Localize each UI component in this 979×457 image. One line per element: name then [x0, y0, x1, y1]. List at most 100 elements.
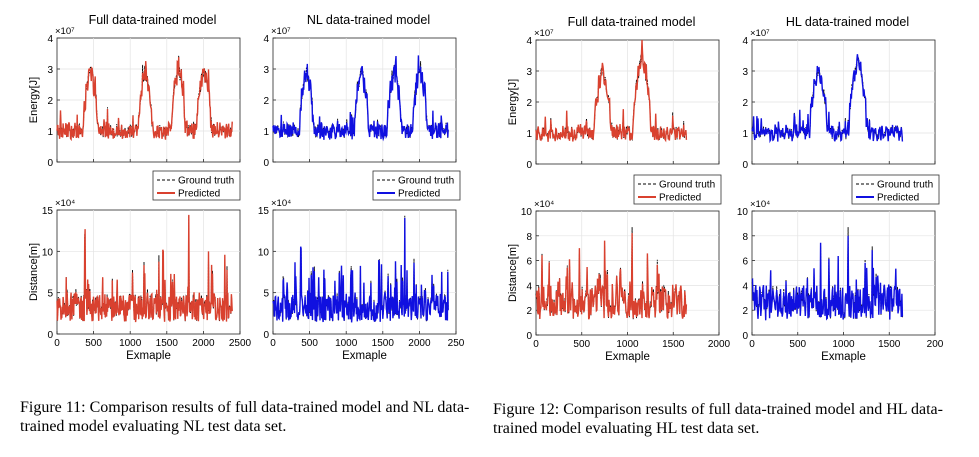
- x-tick-label: 500: [301, 338, 318, 349]
- series-predicted-line: [535, 233, 688, 320]
- y-axis-label: Distance[m]: [28, 243, 40, 301]
- x-tick-label: 500: [789, 339, 806, 350]
- x-axis-label: Exmaple: [126, 350, 171, 362]
- legend-box: [152, 170, 241, 201]
- y-tick-label: 3: [263, 65, 269, 76]
- chart-panel-f12-dist-full: 0 2 4 6 8 10×10⁴ 0 500 1000 1500 2000 Distance[m] Ex…: [507, 199, 731, 363]
- axis-multiplier: ×10⁷: [55, 26, 75, 37]
- series-predicted-line: [56, 57, 233, 142]
- x-tick-label: 200: [927, 339, 944, 350]
- chart-panel-f12-energy-full: 0 1 2 3 4×10⁷ Full data-trained model Energy[J…: [507, 15, 720, 171]
- x-axis-label: Exmaple: [342, 350, 387, 362]
- legend-box: [372, 170, 461, 201]
- axis-multiplier: ×10⁷: [750, 28, 770, 39]
- y-tick-label: 15: [258, 206, 270, 217]
- x-tick-label: 1500: [372, 338, 395, 349]
- x-tick-label: 1500: [662, 339, 685, 350]
- chart-panel-f12-energy-hl: 0 1 2 3 4×10⁷ HL data-trained model: [742, 15, 936, 171]
- legend-box: [851, 174, 940, 205]
- series-predicted-line: [751, 54, 904, 144]
- y-tick-label: 3: [526, 67, 532, 78]
- y-tick-label: 3: [742, 67, 748, 78]
- chart-panel-f11-dist-nl: 0 5 10 15×10⁴ 0 500 1000 1500 2000 250 Exmaple: [258, 198, 465, 362]
- figure-12-caption: Figure 12: Comparison results of full da…: [493, 401, 943, 437]
- legend: Ground truth Predicted: [633, 174, 722, 205]
- x-tick-label: 500: [573, 339, 590, 350]
- y-tick-label: 10: [42, 247, 54, 258]
- chart-panel-f12-dist-hl: 0 2 4 6 8 10×10⁴ 0 500 1000 1500 200 Exmaple: [737, 199, 944, 363]
- x-tick-label: 1500: [156, 338, 179, 349]
- legend-label-predicted: Predicted: [398, 189, 440, 200]
- y-tick-label: 4: [47, 34, 53, 45]
- y-tick-label: 2: [742, 98, 748, 109]
- y-tick-label: 15: [42, 206, 54, 217]
- x-tick-label: 0: [749, 339, 755, 350]
- y-tick-label: 4: [263, 34, 269, 45]
- y-tick-label: 8: [742, 232, 748, 243]
- x-tick-label: 0: [533, 339, 539, 350]
- y-tick-label: 5: [263, 289, 269, 300]
- y-tick-label: 8: [526, 232, 532, 243]
- y-tick-label: 10: [737, 207, 749, 218]
- y-tick-label: 1: [526, 129, 532, 140]
- legend-label-ground-truth: Ground truth: [398, 176, 454, 187]
- y-tick-label: 6: [526, 257, 532, 268]
- y-tick-label: 2: [742, 306, 748, 317]
- chart-panel-f11-energy-nl: 0 1 2 3 4×10⁷ NL data-trained model: [263, 13, 457, 169]
- x-tick-label: 0: [54, 338, 60, 349]
- y-tick-label: 0: [526, 160, 532, 171]
- axis-multiplier: ×10⁴: [55, 198, 75, 209]
- x-tick-label: 2000: [192, 338, 215, 349]
- x-axis-label: Exmaple: [821, 351, 866, 363]
- series-predicted-line: [751, 235, 904, 321]
- y-tick-label: 4: [742, 36, 748, 47]
- legend-label-predicted: Predicted: [178, 189, 220, 200]
- legend: Ground truth Predicted: [152, 170, 241, 201]
- axis-multiplier: ×10⁷: [271, 26, 291, 37]
- legend-label-ground-truth: Ground truth: [659, 180, 715, 191]
- x-tick-label: 1500: [878, 339, 901, 350]
- x-tick-label: 2000: [408, 338, 431, 349]
- x-tick-label: 1000: [119, 338, 142, 349]
- y-axis-label: Distance[m]: [507, 244, 519, 302]
- x-tick-label: 250: [448, 338, 465, 349]
- y-tick-label: 6: [742, 257, 748, 268]
- x-tick-label: 1000: [616, 339, 639, 350]
- y-axis-label: Energy[J]: [28, 77, 40, 123]
- y-tick-label: 0: [263, 330, 269, 341]
- panel-title: NL data-trained model: [307, 13, 430, 27]
- y-tick-label: 3: [47, 65, 53, 76]
- y-tick-label: 10: [521, 207, 533, 218]
- y-tick-label: 4: [742, 281, 748, 292]
- series-predicted-line: [56, 214, 233, 323]
- legend-label-predicted: Predicted: [659, 193, 701, 204]
- x-tick-label: 2000: [708, 339, 731, 350]
- panel-title: Full data-trained model: [568, 15, 696, 29]
- legend: Ground truth Predicted: [372, 170, 461, 201]
- figure-11-caption: Figure 11: Comparison results of full da…: [20, 399, 470, 435]
- series-predicted-line: [272, 217, 449, 323]
- axis-multiplier: ×10⁴: [534, 199, 554, 210]
- axis-multiplier: ×10⁴: [271, 198, 291, 209]
- chart-panel-f11-dist-full: 0 5 10 15×10⁴ 0 500 1000 1500 2000 2500 Distance[m…: [28, 198, 252, 362]
- y-tick-label: 4: [526, 281, 532, 292]
- panel-title: Full data-trained model: [89, 13, 217, 27]
- y-tick-label: 1: [47, 127, 53, 138]
- y-tick-label: 0: [742, 331, 748, 342]
- y-tick-label: 0: [526, 331, 532, 342]
- x-tick-label: 0: [270, 338, 276, 349]
- legend: Ground truth Predicted: [851, 174, 940, 205]
- series-ground-truth-line: [272, 60, 449, 140]
- y-tick-label: 0: [47, 330, 53, 341]
- y-tick-label: 1: [742, 129, 748, 140]
- series-predicted-line: [272, 55, 449, 142]
- x-tick-label: 2500: [229, 338, 252, 349]
- chart-panel-f11-energy-full: 0 1 2 3 4×10⁷ Full data-trained model Energy[J…: [28, 13, 241, 169]
- y-tick-label: 1: [263, 127, 269, 138]
- legend-label-ground-truth: Ground truth: [877, 180, 933, 191]
- x-tick-label: 1000: [832, 339, 855, 350]
- axis-multiplier: ×10⁷: [534, 28, 554, 39]
- y-tick-label: 5: [47, 289, 53, 300]
- panel-title: HL data-trained model: [786, 15, 909, 29]
